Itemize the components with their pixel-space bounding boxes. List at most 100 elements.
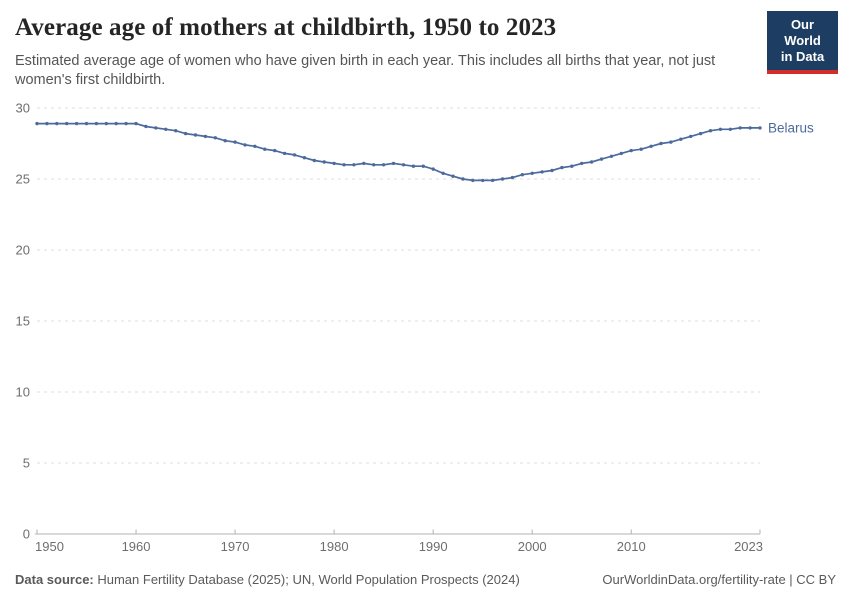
data-point	[183, 131, 188, 136]
data-point	[629, 148, 633, 153]
data-source-label: Data source:	[15, 572, 94, 587]
data-point	[401, 163, 406, 167]
data-point	[589, 160, 594, 164]
x-tick-label: 1950	[35, 539, 64, 554]
data-point	[481, 178, 485, 183]
data-point	[124, 121, 128, 126]
data-point	[718, 127, 723, 131]
y-tick-label: 30	[16, 101, 30, 116]
data-point	[312, 158, 316, 163]
data-point	[263, 147, 267, 151]
line-chart: 0 5 10 15 20 25 30 1950 1960 1970 1980 1990 2000 2010…	[16, 101, 814, 555]
data-point	[461, 177, 465, 181]
data-point	[174, 129, 178, 133]
data-point	[144, 124, 148, 129]
data-point	[352, 163, 356, 167]
x-tick-label: 1980	[320, 539, 349, 554]
y-tick-label: 15	[16, 314, 30, 329]
chart-subtitle: Estimated average age of women who have …	[15, 53, 716, 88]
data-point	[560, 165, 564, 170]
data-point	[253, 144, 257, 148]
data-point	[381, 163, 386, 167]
data-point	[520, 173, 524, 177]
data-point	[728, 127, 732, 131]
data-point	[580, 161, 584, 166]
data-point	[45, 121, 49, 126]
x-tick-label: 2023	[734, 539, 763, 554]
data-point	[698, 131, 703, 136]
data-point	[372, 163, 376, 167]
data-source-text: Human Fertility Database (2025); UN, Wor…	[93, 572, 520, 587]
data-point	[540, 170, 544, 174]
data-point	[104, 121, 109, 126]
data-point	[193, 133, 198, 137]
data-point	[391, 161, 396, 166]
data-point	[114, 121, 118, 126]
data-point	[154, 126, 158, 130]
data-point	[510, 175, 515, 180]
data-point	[94, 121, 99, 126]
x-tick-label: 2010	[617, 539, 646, 554]
data-point	[708, 129, 713, 133]
data-point	[65, 121, 69, 126]
data-point	[55, 121, 59, 126]
data-point	[619, 151, 623, 156]
owid-logo: Our World in Data	[767, 11, 838, 74]
data-source-note: Data source: Human Fertility Database (2…	[15, 572, 520, 587]
data-point	[738, 126, 742, 130]
series-label: Belarus	[768, 120, 814, 135]
series-line	[37, 122, 760, 182]
data-point	[471, 178, 475, 183]
data-point	[500, 177, 505, 181]
data-point	[441, 171, 445, 175]
data-point	[639, 147, 643, 151]
license-note: OurWorldinData.org/fertility-rate | CC B…	[602, 572, 836, 587]
data-point	[84, 121, 89, 126]
data-point	[362, 161, 366, 166]
data-point	[649, 144, 653, 148]
data-point	[411, 164, 416, 168]
data-point	[203, 134, 208, 139]
page-title: Average age of mothers at childbirth, 19…	[15, 14, 557, 41]
y-tick-label: 5	[23, 456, 30, 471]
data-point	[689, 134, 693, 139]
data-point	[609, 154, 614, 158]
data-point	[302, 156, 307, 160]
data-point	[322, 160, 326, 164]
y-tick-label: 10	[16, 385, 30, 400]
data-point	[342, 163, 346, 167]
data-point	[451, 174, 455, 178]
x-tick-label: 1960	[122, 539, 151, 554]
data-point	[223, 139, 227, 143]
data-point	[669, 140, 673, 144]
x-tick-label: 2000	[518, 539, 547, 554]
data-point	[748, 126, 752, 130]
data-point	[421, 164, 425, 168]
data-point	[550, 168, 554, 173]
data-point	[599, 157, 604, 161]
data-point	[74, 121, 79, 126]
data-point	[35, 121, 39, 126]
y-tick-label: 25	[16, 172, 30, 187]
y-tick-label: 20	[16, 243, 30, 258]
data-point	[213, 136, 217, 140]
data-point	[679, 137, 683, 141]
data-point	[164, 127, 168, 131]
data-point	[490, 178, 495, 183]
data-point	[233, 140, 237, 144]
x-tick-label: 1970	[221, 539, 250, 554]
owid-logo-line1: Our World	[784, 17, 821, 48]
y-tick-label: 0	[23, 527, 30, 542]
data-point	[758, 126, 762, 130]
data-point	[273, 148, 277, 153]
data-point	[292, 153, 297, 157]
owid-logo-line2: in Data	[780, 49, 825, 64]
data-point	[332, 161, 336, 166]
data-point	[570, 164, 574, 168]
data-point	[282, 151, 287, 156]
data-point	[530, 171, 534, 175]
chart-footer: Data source: Human Fertility Database (2…	[0, 572, 850, 587]
data-point	[134, 121, 138, 126]
data-point	[659, 141, 663, 146]
